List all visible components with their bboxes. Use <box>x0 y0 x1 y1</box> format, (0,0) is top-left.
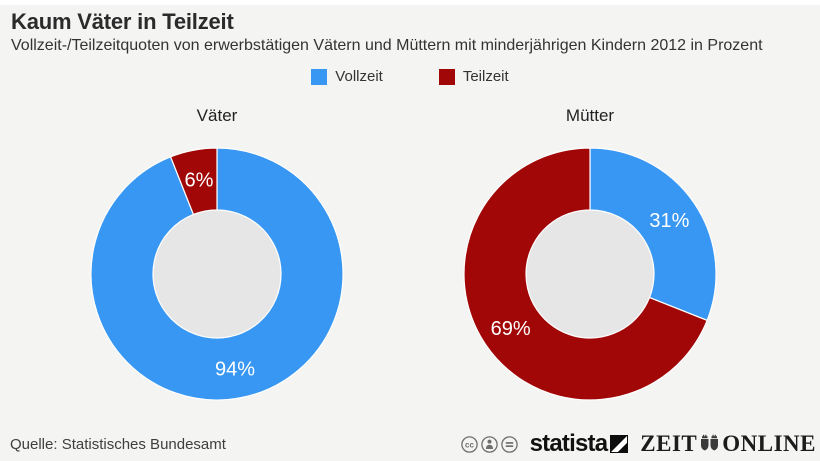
zeit-crest-icon <box>701 434 719 451</box>
no-derivatives-icon[interactable] <box>500 435 518 453</box>
legend: Vollzeit Teilzeit <box>0 68 820 85</box>
top-strip <box>0 0 820 5</box>
chart-title-vaeter: Väter <box>196 106 238 125</box>
slice-label-vollzeit: 94% <box>215 358 255 380</box>
statista-square-icon <box>610 435 629 453</box>
source-note: Quelle: Statistisches Bundesamt <box>10 436 226 453</box>
page-subtitle: Vollzeit-/Teilzeitquoten von erwerbstäti… <box>11 37 763 54</box>
donut-hole <box>153 210 281 338</box>
zeit-wordmark: ZEIT <box>640 431 698 456</box>
chart-vaeter: Väter 94% 6% <box>87 105 347 404</box>
cc-license-group: cc <box>460 435 518 453</box>
online-wordmark: ONLINE <box>722 431 816 456</box>
slice-vollzeit[interactable] <box>90 147 344 401</box>
chart-title-muetter: Mütter <box>565 106 615 125</box>
statista-wordmark: statista <box>529 430 608 457</box>
slice-teilzeit[interactable] <box>169 147 218 216</box>
page-title: Kaum Väter in Teilzeit <box>11 9 234 34</box>
legend-item-teilzeit[interactable]: Teilzeit <box>438 68 509 85</box>
donut-hole <box>526 210 654 338</box>
slice-label-vollzeit: 31% <box>649 210 689 232</box>
legend-label-vollzeit: Vollzeit <box>335 68 383 85</box>
slice-label-teilzeit: 69% <box>491 318 531 340</box>
slice-vollzeit[interactable] <box>589 147 717 322</box>
donut-chart-vaeter[interactable]: 94% 6% <box>87 144 347 404</box>
statista-logo[interactable]: statista <box>530 431 629 457</box>
attribution-icon[interactable] <box>480 435 498 453</box>
footer-logos: cc statista ZEIT <box>460 431 816 457</box>
donut-chart-muetter[interactable]: 31% 69% <box>460 144 720 404</box>
cc-icon[interactable]: cc <box>460 435 478 453</box>
chart-muetter: Mütter 31% 69% <box>460 105 720 404</box>
legend-label-teilzeit: Teilzeit <box>462 68 509 85</box>
slice-label-teilzeit: 6% <box>185 170 214 192</box>
legend-swatch-vollzeit <box>311 68 328 85</box>
legend-item-vollzeit[interactable]: Vollzeit <box>311 68 383 85</box>
legend-swatch-teilzeit <box>438 68 455 85</box>
zeit-online-logo[interactable]: ZEIT ONLINE <box>640 431 816 457</box>
svg-text:cc: cc <box>465 440 474 449</box>
slice-teilzeit[interactable] <box>463 147 708 401</box>
